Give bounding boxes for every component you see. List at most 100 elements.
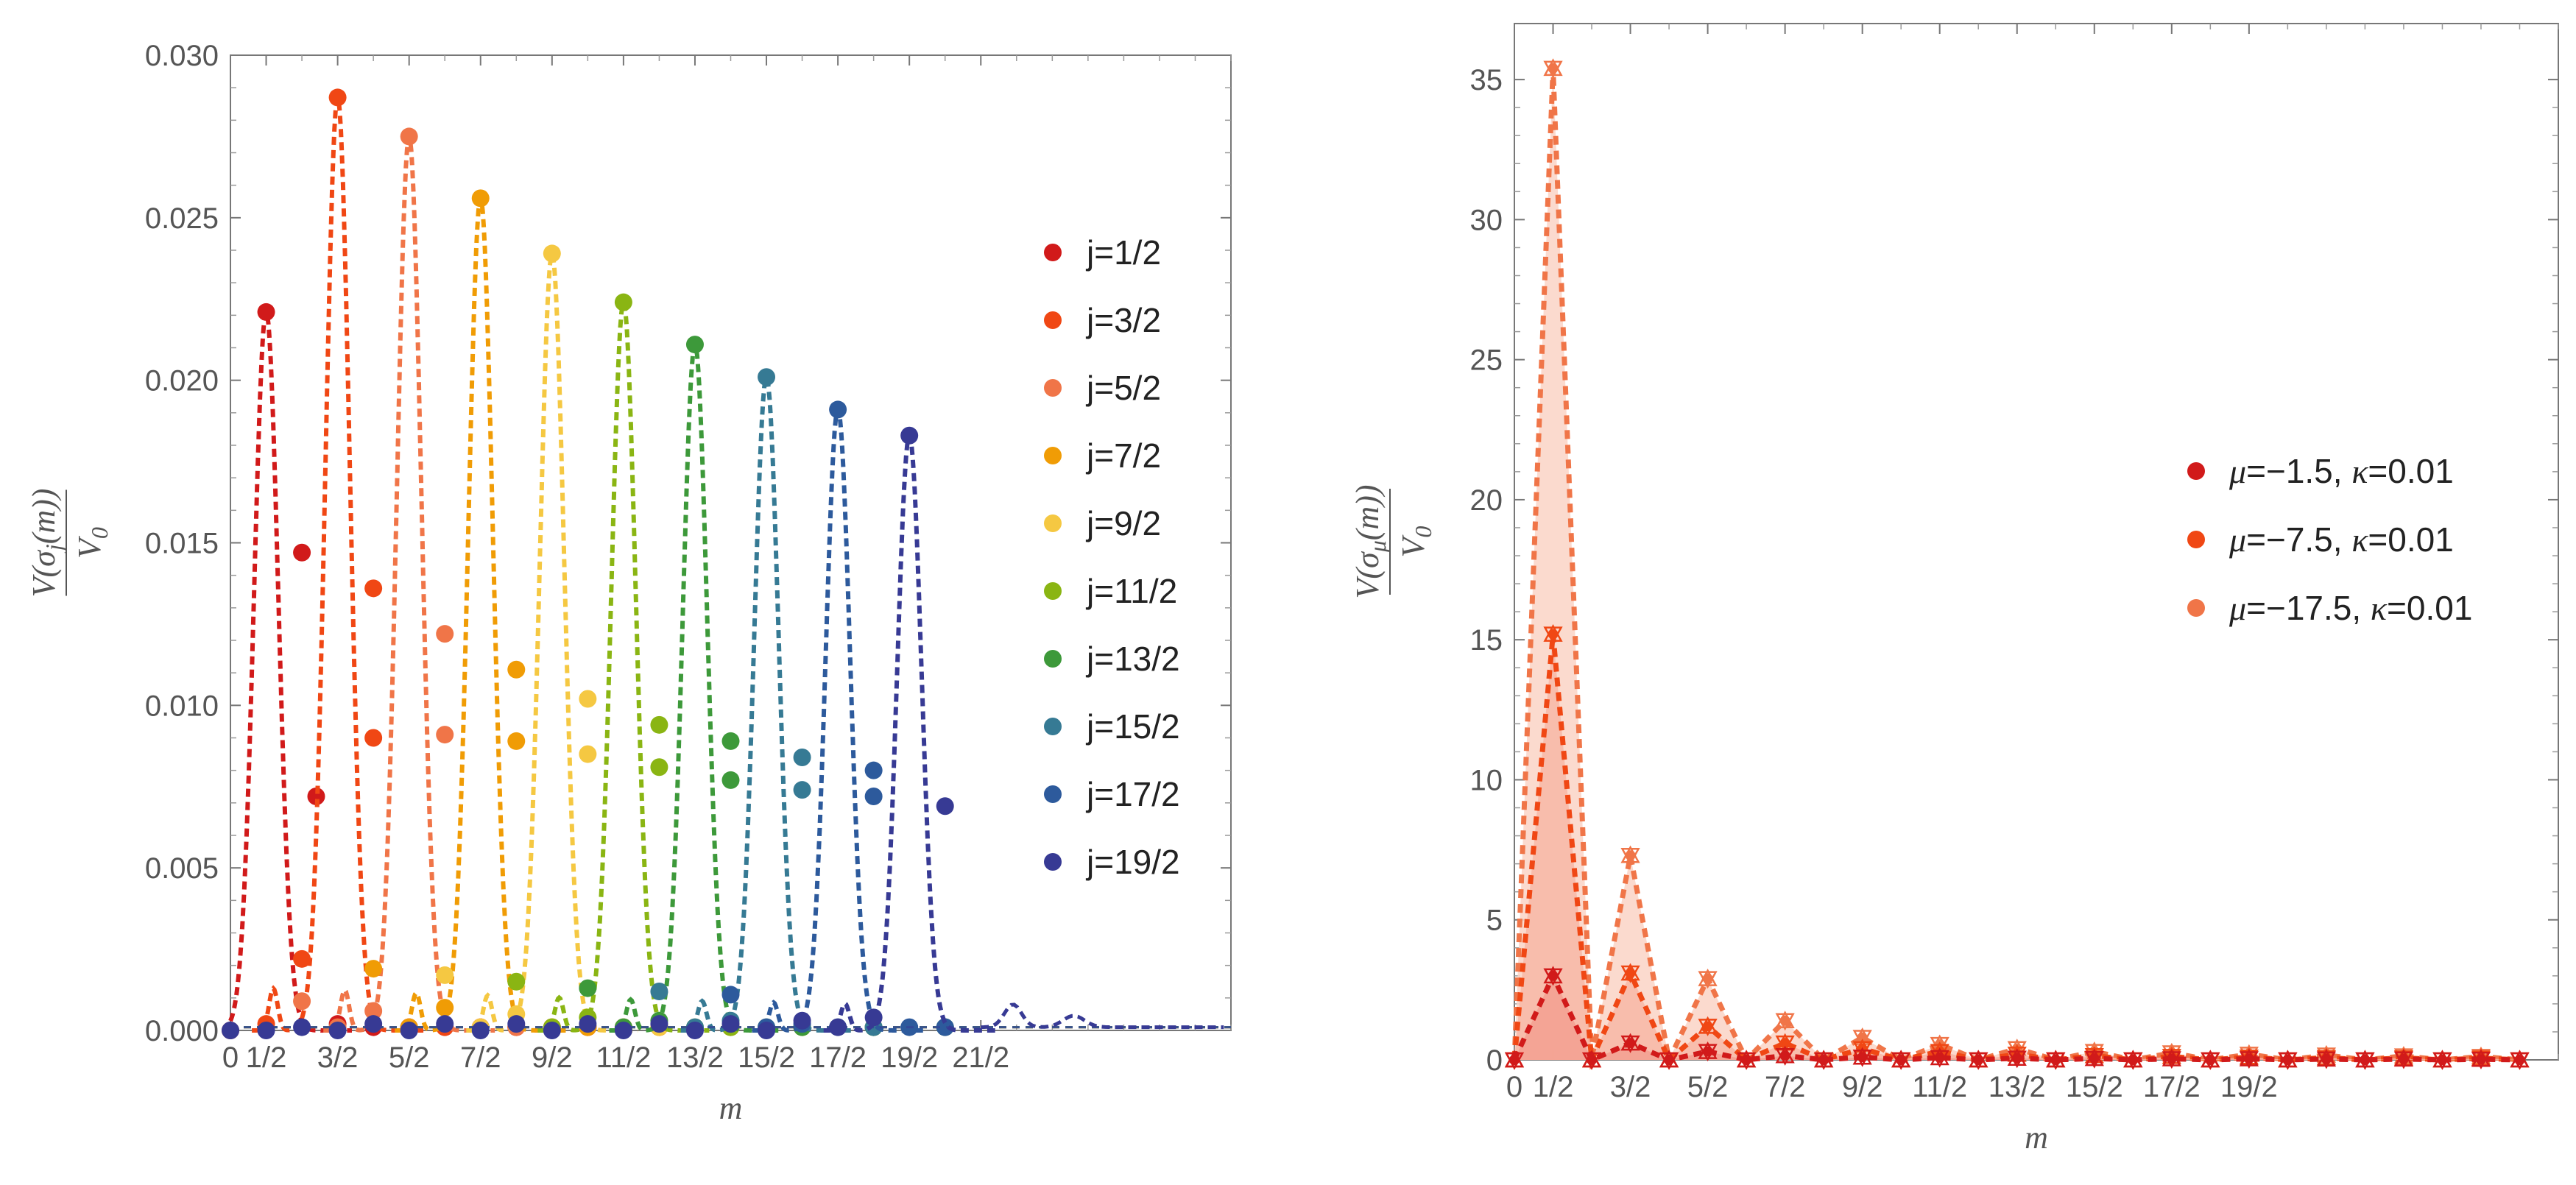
data-point — [307, 788, 325, 805]
y-axis-label: V(σj(m))V0 — [26, 489, 113, 598]
data-point-triangle-down — [1969, 1052, 1989, 1070]
data-point — [829, 400, 847, 419]
x-axis-label: m — [719, 1090, 743, 1126]
data-point — [793, 749, 811, 766]
data-point — [650, 983, 668, 1000]
data-point — [222, 1022, 239, 1039]
y-axis-label-denominator: V0 — [1395, 526, 1436, 558]
legend-label: j=9/2 — [1085, 504, 1161, 542]
legend-text: =0.01 — [2368, 520, 2453, 559]
data-point — [685, 336, 704, 354]
data-point — [293, 1018, 311, 1036]
data-point-triangle-down — [1814, 1052, 1834, 1070]
data-point-triangle-down — [2316, 1051, 2337, 1069]
data-point — [507, 732, 526, 750]
legend-kappa: κ — [2351, 521, 2368, 559]
x-tick-label: 17/2 — [809, 1041, 867, 1074]
data-point — [364, 1002, 383, 1020]
legend-kappa: κ — [2371, 590, 2388, 627]
data-point-triangle-down — [1852, 1030, 1872, 1048]
series-8 — [230, 368, 1231, 1036]
legend-text: =−7.5, — [2246, 520, 2351, 559]
denominator-main: V — [1395, 534, 1431, 557]
plot-frame — [230, 54, 1232, 1031]
data-point — [579, 745, 597, 763]
x-tick-label: 5/2 — [1687, 1071, 1729, 1103]
y-tick-label: 0.025 — [145, 202, 219, 235]
data-point-triangle-down — [1620, 965, 1640, 983]
legend: μ=−1.5, κ=0.01μ=−7.5, κ=0.01μ=−17.5, κ=0… — [2187, 452, 2472, 627]
legend-label: j=13/2 — [1085, 640, 1180, 678]
x-tick-label: 1/2 — [1533, 1071, 1574, 1103]
data-point — [721, 986, 740, 1004]
data-point — [793, 781, 811, 799]
data-point — [936, 1018, 954, 1036]
data-point — [793, 1011, 811, 1030]
series-area — [1514, 68, 2520, 1060]
denominator-sub: 0 — [1410, 526, 1436, 538]
series-curve — [466, 247, 638, 1033]
data-point-triangle-down — [1543, 60, 1563, 79]
data-point-triangle-down — [1504, 1052, 1525, 1070]
y-tick-label: 0.030 — [145, 40, 219, 72]
legend-marker — [1044, 311, 1062, 329]
legend-label: μ=−7.5, κ=0.01 — [2229, 520, 2454, 559]
numerator-sub: μ — [1364, 540, 1391, 553]
data-point — [257, 303, 275, 321]
data-point-triangle-down — [1775, 1048, 1795, 1066]
y-tick-label: 5 — [1486, 905, 1503, 937]
data-point — [543, 244, 561, 263]
numerator-main: V(σ — [26, 549, 62, 598]
series-4 — [230, 189, 1231, 1036]
data-point — [650, 715, 668, 734]
data-point — [436, 625, 454, 643]
legend-label: j=19/2 — [1085, 843, 1180, 881]
x-tick-label: 19/2 — [881, 1041, 938, 1074]
data-point-triangle-down — [2007, 1050, 2027, 1069]
x-tick-label: 11/2 — [596, 1041, 651, 1074]
legend-marker — [1044, 379, 1062, 397]
series-curve — [537, 296, 710, 1033]
data-point-triangle-down — [2162, 1051, 2181, 1069]
series-line — [1511, 68, 2520, 1069]
data-point-triangle-down — [1698, 1044, 1718, 1062]
y-tick-label: 0.015 — [145, 528, 219, 560]
data-point-triangle-down — [2201, 1052, 2220, 1070]
data-point-triangle-down — [1543, 968, 1563, 986]
y-axis-label-numerator: V(σμ(m)) — [1349, 484, 1391, 598]
y-tick-label: 25 — [1470, 344, 1503, 377]
series-curve — [823, 430, 995, 1033]
x-tick-label: 7/2 — [1765, 1071, 1806, 1103]
right-chart: 0 5 10 15 20 25 30 35 0 1/2 3/2 5/2 7/2 9/2 11/2 13/2 15… — [1349, 23, 2559, 1156]
data-point — [721, 732, 740, 750]
data-point — [685, 1022, 704, 1039]
data-point-triangle-down — [2393, 1051, 2414, 1069]
data-point-triangle-down — [1659, 1052, 1679, 1070]
x-tick-label: 9/2 — [532, 1041, 573, 1074]
data-point — [400, 1022, 418, 1039]
legend-label: j=17/2 — [1085, 775, 1180, 813]
data-point — [293, 543, 311, 562]
data-point-triangle-down — [2084, 1050, 2104, 1069]
series-3 — [230, 127, 1231, 1036]
series-1 — [222, 303, 1231, 1039]
series-2 — [230, 88, 1231, 1036]
legend-mu: μ — [2229, 590, 2246, 627]
x-tick-label: 19/2 — [2220, 1071, 2278, 1103]
data-point — [364, 960, 383, 978]
data-point — [328, 1022, 347, 1039]
y-tick-label: 30 — [1470, 204, 1503, 236]
legend-label: j=7/2 — [1085, 436, 1161, 475]
data-point — [328, 88, 347, 107]
series-10 — [222, 426, 1231, 1039]
data-point-triangle-down — [2355, 1052, 2375, 1070]
denominator-main: V — [71, 535, 107, 559]
data-point — [543, 1022, 561, 1039]
legend-marker — [1044, 650, 1062, 668]
x-axis-label: m — [2025, 1119, 2048, 1156]
data-point — [864, 788, 883, 805]
data-point-triangle-down — [1698, 971, 1718, 989]
numerator-after: (m)) — [1349, 484, 1386, 540]
series-5 — [230, 244, 1231, 1036]
